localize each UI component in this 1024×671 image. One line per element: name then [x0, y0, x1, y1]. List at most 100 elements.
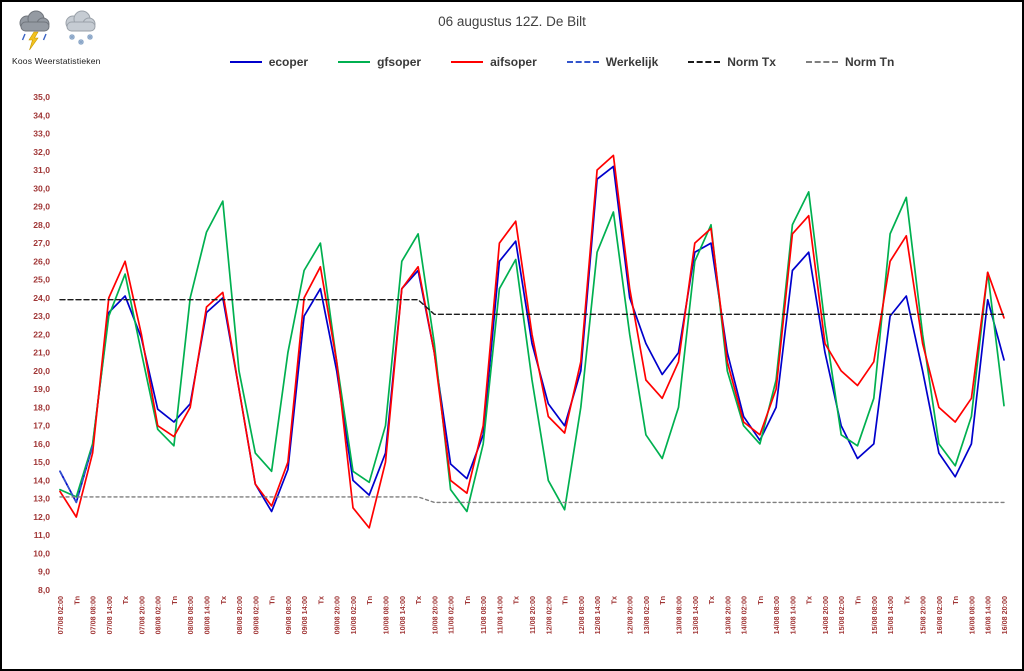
y-tick-label: 26,0 [33, 256, 50, 266]
x-tick-label: 14/08 14:00 [788, 596, 797, 634]
x-tick-label: 09/08 02:00 [251, 596, 260, 634]
x-tick-label: 11/08 20:00 [528, 596, 537, 634]
x-tick-label: Tn [854, 596, 863, 605]
y-tick-label: 24,0 [33, 293, 50, 303]
x-tick-label: 09/08 14:00 [300, 596, 309, 634]
series-norm-tx [59, 299, 1005, 315]
x-tick-label: 15/08 02:00 [837, 596, 846, 634]
x-tick-label: 07/08 08:00 [89, 596, 98, 634]
x-tick-label: 12/08 20:00 [626, 596, 635, 634]
x-tick-label: Tn [658, 596, 667, 605]
y-tick-label: 22,0 [33, 329, 50, 339]
y-tick-label: 10,0 [33, 549, 50, 559]
x-tick-label: 10/08 08:00 [382, 596, 391, 634]
x-tick-label: Tx [316, 596, 325, 604]
x-tick-label: 08/08 20:00 [235, 596, 244, 634]
x-tick-label: 13/08 14:00 [691, 596, 700, 634]
x-tick-label: 15/08 14:00 [886, 596, 895, 634]
legend-line-sample [805, 61, 838, 63]
x-tick-label: 08/08 08:00 [186, 596, 195, 634]
legend-item-aifsoper: aifsoper [451, 55, 537, 69]
y-tick-label: 32,0 [33, 147, 50, 157]
y-tick-label: 13,0 [33, 494, 50, 504]
x-tick-label: 10/08 14:00 [398, 596, 407, 634]
legend-line-sample [566, 61, 599, 63]
x-tick-label: Tn [463, 596, 472, 605]
thunderstorm-icon [19, 10, 50, 51]
chart-area: 35,0 34,0 33,0 32,0 31,0 30,0 29,0 28,0 27,0 26,0… [2, 82, 1022, 667]
x-tick-label: Tn [365, 596, 374, 605]
y-tick-label: 20,0 [33, 366, 50, 376]
x-tick-label: Tn [72, 596, 81, 605]
x-tick-label: 08/08 02:00 [154, 596, 163, 634]
x-tick-label: Tx [414, 596, 423, 604]
y-tick-label: 15,0 [33, 457, 50, 467]
x-tick-label: 12/08 02:00 [544, 596, 553, 634]
series-gfsoper [59, 191, 1005, 513]
y-tick-label: 12,0 [33, 512, 50, 522]
x-tick-label: 08/08 14:00 [203, 596, 212, 634]
x-tick-label: 16/08 14:00 [984, 596, 993, 634]
legend-label: aifsoper [490, 55, 537, 69]
x-tick-label: 07/08 02:00 [56, 596, 65, 634]
brand-text: Koos Weerstatistieken [12, 56, 101, 66]
y-tick-label: 33,0 [33, 129, 50, 139]
x-tick-label: 10/08 20:00 [430, 596, 439, 634]
x-tick-label: 09/08 20:00 [333, 596, 342, 634]
x-tick-label: 11/08 02:00 [447, 596, 456, 634]
x-tick-label: 15/08 20:00 [919, 596, 928, 634]
x-tick-label: 14/08 20:00 [821, 596, 830, 634]
legend-item-gfsoper: gfsoper [338, 55, 421, 69]
y-tick-label: 8,0 [38, 585, 50, 595]
legend-line-sample [451, 61, 484, 63]
y-tick-label: 9,0 [38, 567, 50, 577]
y-tick-label: 27,0 [33, 238, 50, 248]
x-tick-label: 12/08 08:00 [577, 596, 586, 634]
y-tick-label: 30,0 [33, 183, 50, 193]
series-ecoper [59, 165, 1005, 513]
x-tick-label: 13/08 08:00 [675, 596, 684, 634]
x-tick-label: 13/08 02:00 [642, 596, 651, 634]
y-tick-label: 28,0 [33, 220, 50, 230]
y-tick-label: 29,0 [33, 202, 50, 212]
x-tick-label: Tx [219, 596, 228, 604]
legend-line-sample [229, 61, 262, 63]
y-tick-label: 23,0 [33, 311, 50, 321]
y-tick-label: 16,0 [33, 439, 50, 449]
x-tick-label: 11/08 08:00 [479, 596, 488, 634]
x-tick-label: Tn [561, 596, 570, 605]
x-tick-label: 13/08 20:00 [723, 596, 732, 634]
chart-title: 06 augustus 12Z. De Bilt [438, 14, 586, 29]
y-tick-label: 19,0 [33, 384, 50, 394]
x-tick-label: Tn [170, 596, 179, 605]
y-axis-labels: 35,0 34,0 33,0 32,0 31,0 30,0 29,0 28,0 27,0 26,0… [33, 92, 50, 595]
x-tick-label: 14/08 02:00 [740, 596, 749, 634]
x-axis-labels: 07/08 02:00 Tn 07/08 08:00 07/08 14:00 Tx 07/… [56, 596, 1009, 634]
legend: ecoper gfsoper aifsoper Werkelijk Norm T… [152, 55, 972, 69]
x-tick-label: Tx [512, 596, 521, 604]
x-tick-label: 09/08 08:00 [284, 596, 293, 634]
x-tick-label: Tx [121, 596, 130, 604]
x-tick-label: 14/08 08:00 [772, 596, 781, 634]
y-tick-label: 18,0 [33, 402, 50, 412]
legend-line-sample [338, 61, 371, 63]
x-tick-label: 07/08 14:00 [105, 596, 114, 634]
x-tick-label: Tx [609, 596, 618, 604]
x-tick-label: 16/08 20:00 [1000, 596, 1009, 634]
x-tick-label: Tn [268, 596, 277, 605]
legend-item-ecoper: ecoper [229, 55, 309, 69]
x-tick-label: 15/08 08:00 [870, 596, 879, 634]
chart-svg: 35,0 34,0 33,0 32,0 31,0 30,0 29,0 28,0 27,0 26,0… [33, 92, 1009, 634]
weather-icons [14, 8, 100, 52]
legend-item-norm-tn: Norm Tn [805, 55, 894, 69]
y-tick-label: 35,0 [33, 92, 50, 102]
x-tick-label: 16/08 08:00 [967, 596, 976, 634]
y-tick-label: 11,0 [34, 530, 50, 540]
x-tick-label: Tn [951, 596, 960, 605]
x-tick-label: Tn [756, 596, 765, 605]
series-norm-tn [59, 496, 1005, 504]
legend-label: ecoper [268, 55, 309, 69]
y-tick-label: 17,0 [33, 421, 50, 431]
legend-item-norm-tx: Norm Tx [688, 55, 776, 69]
